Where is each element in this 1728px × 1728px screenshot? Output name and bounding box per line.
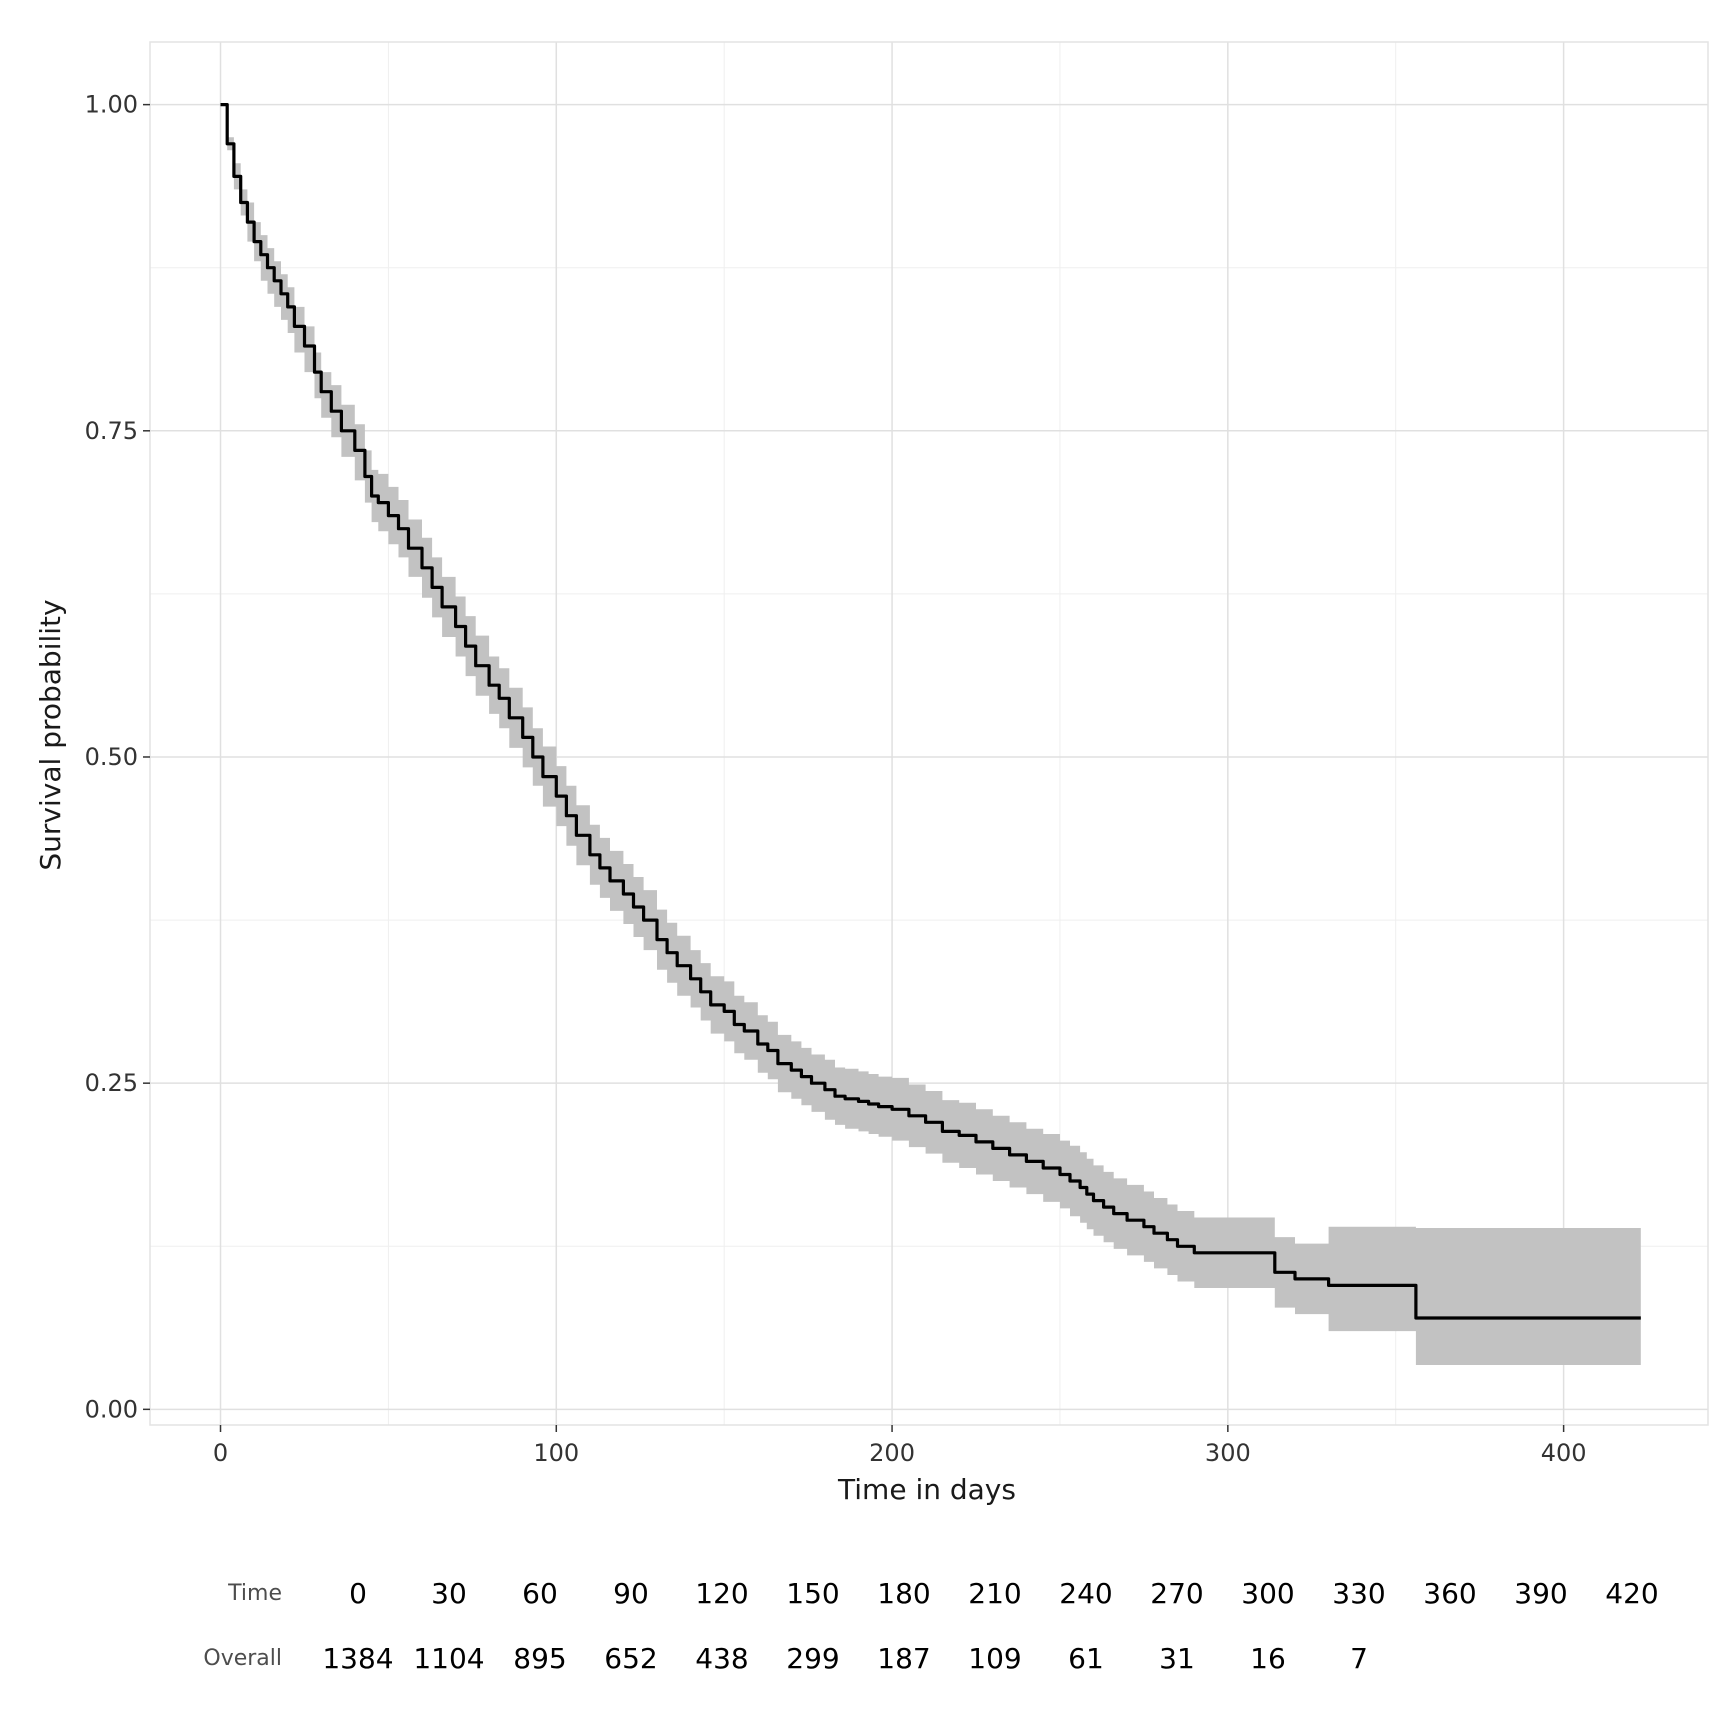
confidence-band bbox=[220, 104, 1641, 1366]
x-tick-label: 400 bbox=[1541, 1439, 1587, 1467]
risk-table-count: 16 bbox=[1250, 1642, 1286, 1675]
risk-table-time: 420 bbox=[1605, 1577, 1658, 1610]
risk-table-time: 300 bbox=[1241, 1577, 1294, 1610]
risk-table-time: 240 bbox=[1059, 1577, 1112, 1610]
risk-table: Time Overall 0 30 60 90 120 150 180 210 240 270 30… bbox=[203, 1577, 1658, 1675]
risk-table-count: 109 bbox=[968, 1642, 1021, 1675]
risk-table-times: 0 30 60 90 120 150 180 210 240 270 300 330 360 390 420 bbox=[349, 1577, 1659, 1610]
plot-panel-border bbox=[149, 41, 1709, 1426]
risk-table-count: 1384 bbox=[322, 1642, 393, 1675]
risk-table-header-label: Time bbox=[227, 1581, 282, 1606]
y-tick-label: 1.00 bbox=[85, 91, 138, 119]
risk-table-time: 150 bbox=[786, 1577, 839, 1610]
risk-table-count: 61 bbox=[1068, 1642, 1104, 1675]
x-tick-label: 200 bbox=[869, 1439, 915, 1467]
x-axis-title: Time in days bbox=[837, 1473, 1016, 1506]
major-gridlines bbox=[150, 42, 1708, 1425]
risk-table-time: 120 bbox=[695, 1577, 748, 1610]
x-tick-label: 0 bbox=[213, 1439, 228, 1467]
y-axis-title: Survival probability bbox=[34, 599, 67, 870]
survival-curve bbox=[220, 103, 1641, 1320]
minor-gridlines bbox=[150, 42, 1708, 1425]
risk-table-time: 60 bbox=[522, 1577, 558, 1610]
plot-panel bbox=[150, 42, 1708, 1425]
risk-table-count: 187 bbox=[877, 1642, 930, 1675]
risk-table-count: 7 bbox=[1350, 1642, 1368, 1675]
risk-table-counts: 1384 1104 895 652 438 299 187 109 61 31 16 7 bbox=[322, 1642, 1368, 1675]
x-axis: 0 100 200 300 400 bbox=[213, 1425, 1587, 1467]
y-tick-label: 0.50 bbox=[85, 743, 138, 771]
y-axis: 0.00 0.25 0.50 0.75 1.00 bbox=[85, 91, 150, 1423]
risk-table-time: 180 bbox=[877, 1577, 930, 1610]
risk-table-row-label: Overall bbox=[203, 1646, 282, 1671]
x-tick-label: 300 bbox=[1205, 1439, 1251, 1467]
risk-table-time: 0 bbox=[349, 1577, 367, 1610]
risk-table-time: 390 bbox=[1514, 1577, 1567, 1610]
risk-table-count: 652 bbox=[604, 1642, 657, 1675]
risk-table-count: 1104 bbox=[413, 1642, 484, 1675]
y-tick-label: 0.75 bbox=[85, 417, 138, 445]
risk-table-time: 270 bbox=[1150, 1577, 1203, 1610]
risk-table-time: 360 bbox=[1423, 1577, 1476, 1610]
risk-table-count: 299 bbox=[786, 1642, 839, 1675]
x-tick-label: 100 bbox=[533, 1439, 579, 1467]
risk-table-count: 438 bbox=[695, 1642, 748, 1675]
risk-table-time: 330 bbox=[1332, 1577, 1385, 1610]
risk-table-time: 30 bbox=[431, 1577, 467, 1610]
risk-table-time: 90 bbox=[613, 1577, 649, 1610]
risk-table-count: 31 bbox=[1159, 1642, 1195, 1675]
y-tick-label: 0.25 bbox=[85, 1069, 138, 1097]
risk-table-time: 210 bbox=[968, 1577, 1021, 1610]
y-tick-label: 0.00 bbox=[85, 1395, 138, 1423]
risk-table-count: 895 bbox=[513, 1642, 566, 1675]
